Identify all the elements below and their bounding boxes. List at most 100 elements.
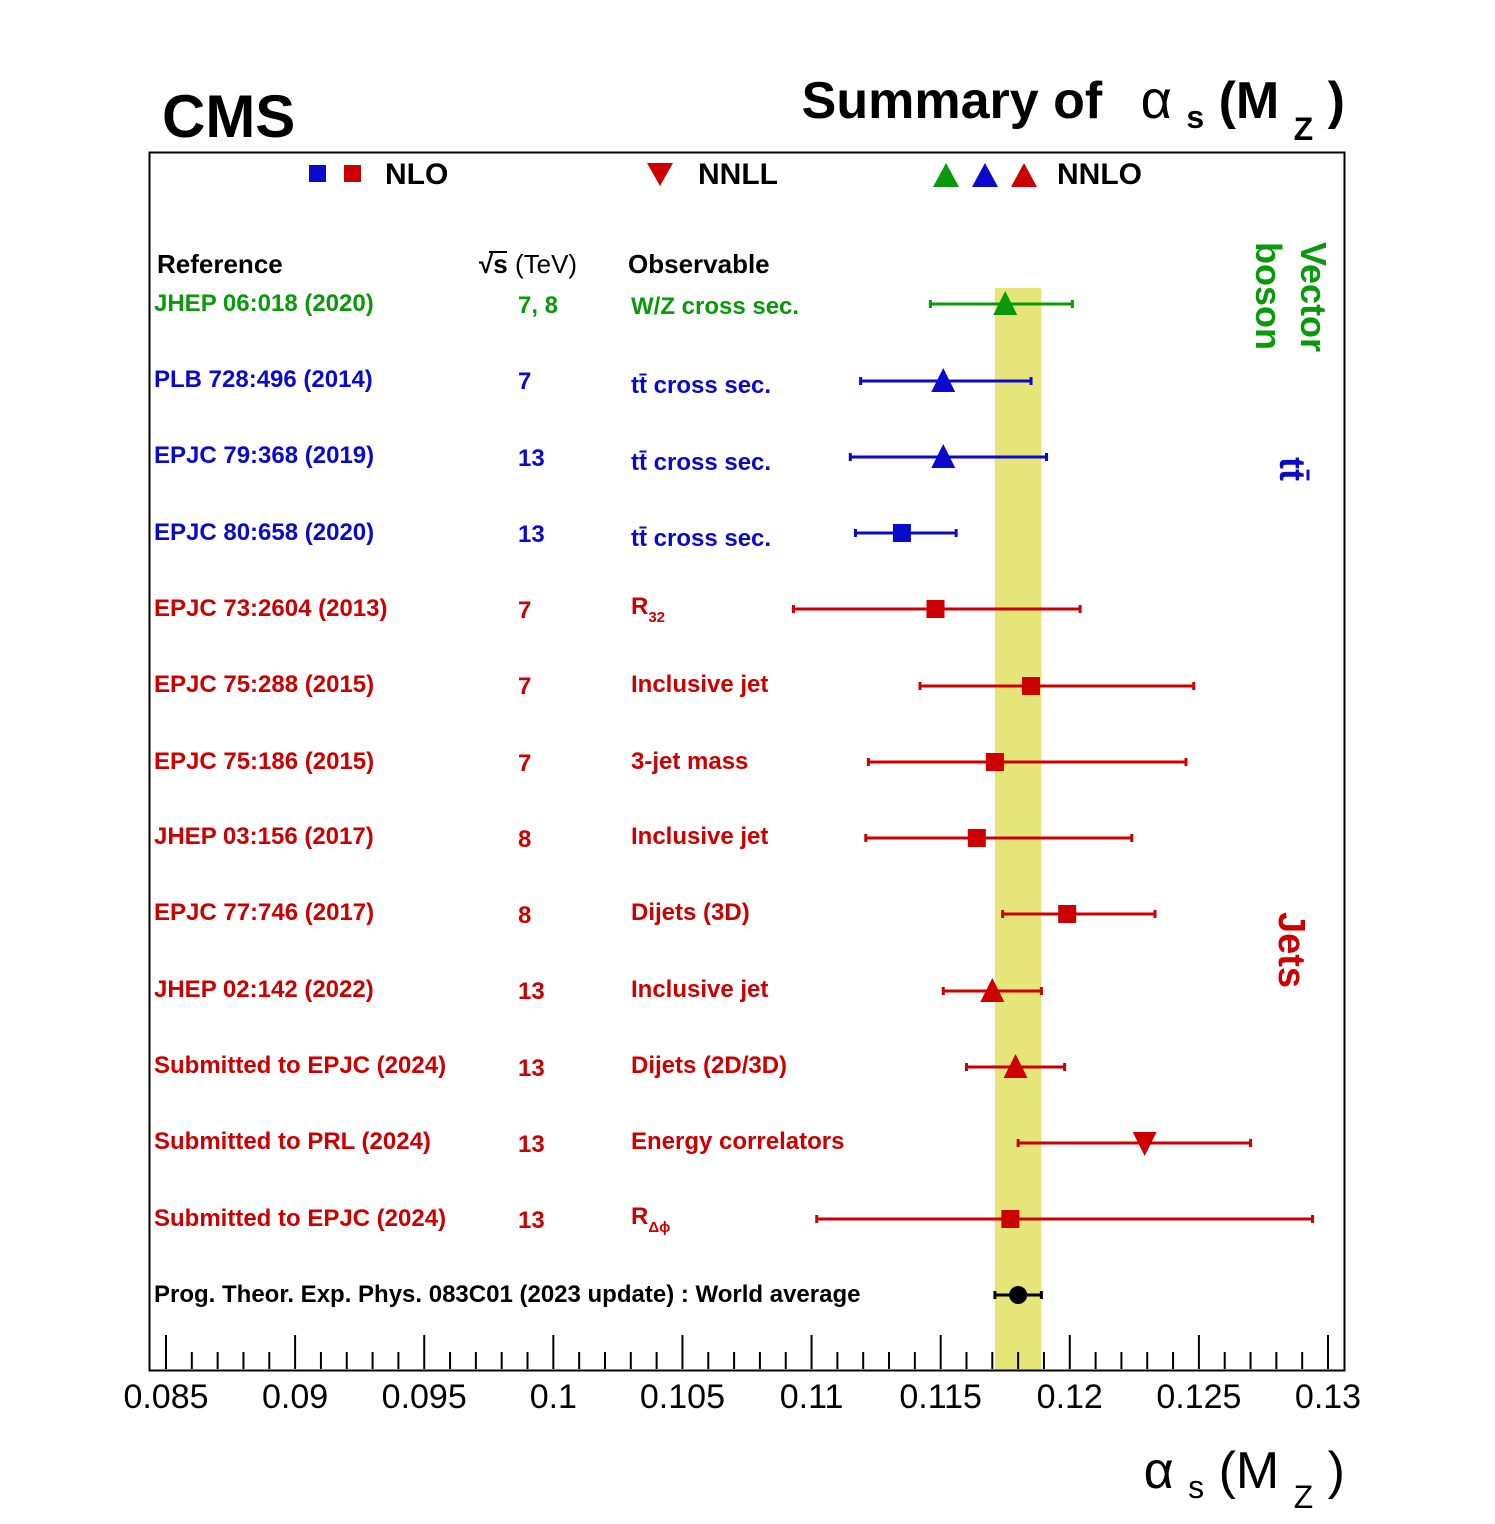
x-tick-label: 0.09 [262,1378,328,1416]
data-point-3 [853,524,958,542]
title-paren-open: (M [1219,72,1280,130]
xlabel-paren-close: ) [1328,1442,1345,1500]
row-observable: tt̄ cross sec. [631,525,771,552]
sqrt-symbol: √ [479,249,494,279]
square-marker [967,829,986,847]
data-point-11 [1016,1132,1253,1156]
data-point-0 [928,291,1074,315]
data-point-7 [864,829,1134,847]
legend: NLO NNLL NNLO [309,158,1142,191]
row-energy: 8 [518,826,531,853]
row-10: Submitted to EPJC (2024) 13 Dijets (2D/3… [154,1052,787,1082]
row-0: JHEP 06:018 (2020) 7, 8 W/Z cross sec. [154,290,799,320]
legend-nnlo-red-triangle-icon [1011,163,1037,187]
data-point-world-average [993,1286,1043,1304]
plot-frame [148,151,1346,1372]
legend-nnlo-green-triangle-icon [933,163,959,187]
row-12: Submitted to EPJC (2024) 13 RΔϕ [154,1203,670,1236]
row-observable: Dijets (2D/3D) [631,1052,787,1079]
row-reference: Submitted to EPJC (2024) [154,1052,446,1079]
row-7: JHEP 03:156 (2017) 8 Inclusive jet [154,823,768,853]
data-point-4 [791,600,1082,618]
data-point-12 [815,1210,1315,1228]
square-marker [1001,1210,1020,1228]
row-observable: W/Z cross sec. [631,293,799,320]
row-reference: PLB 728:496 (2014) [154,366,373,393]
observable-sub: Δϕ [648,1219,670,1236]
title-alpha: α [1141,70,1172,130]
row-energy: 13 [518,978,545,1005]
legend-nnlo-label: NNLO [1057,158,1142,191]
legend-nnlo-blue-triangle-icon [972,163,998,187]
row-2: EPJC 79:368 (2019) 13 tt̄ cross sec. [154,442,771,476]
row-energy: 7 [518,368,531,395]
x-tick-label: 0.115 [899,1378,982,1416]
row-observable: Inclusive jet [631,671,768,698]
circle-marker [1009,1286,1028,1304]
row-reference: Submitted to EPJC (2024) [154,1205,446,1232]
legend-nnll-triangle-down-icon [647,163,673,186]
row-reference: EPJC 77:746 (2017) [154,899,374,926]
row-observable: Inclusive jet [631,976,768,1003]
row-1: PLB 728:496 (2014) 7 tt̄ cross sec. [154,366,771,399]
row-energy: 7 [518,673,531,700]
x-tick-label: 0.085 [123,1378,208,1416]
data-point-2 [848,444,1049,468]
title-sub-s: s [1186,99,1204,135]
sqrt-s: s [493,249,507,279]
row-energy: 13 [518,1055,545,1082]
observable-sub: 32 [648,609,665,626]
row-8: EPJC 77:746 (2017) 8 Dijets (3D) [154,899,750,929]
energy-unit: (TeV) [508,249,577,279]
row-observable: tt̄ cross sec. [631,372,771,399]
triangle-up-marker [993,291,1018,315]
data-point-1 [859,368,1033,392]
x-axis-title: α s (M Z ) [1144,1442,1345,1520]
square-marker [1022,677,1041,695]
xlabel-paren-open: (M [1219,1442,1280,1500]
x-tick-label: 0.095 [382,1378,467,1416]
triangle-up-marker [980,978,1005,1002]
observable-main: R [631,1203,648,1230]
x-axis: 0.085 0.09 0.095 0.1 0.105 0.11 0.115 0.12 0.125… [123,1335,1361,1416]
x-tick-label: 0.11 [780,1378,844,1416]
row-11: Submitted to PRL (2024) 13 Energy correl… [154,1128,844,1158]
row-reference: EPJC 79:368 (2019) [154,442,374,469]
row-observable: Dijets (3D) [631,899,750,926]
row-reference: EPJC 75:288 (2015) [154,671,374,698]
legend-nlo-label: NLO [385,158,448,191]
group-label-vector: Vector [1293,242,1334,352]
row-energy: 13 [518,1207,545,1234]
row-energy: 7, 8 [518,292,558,319]
row-observable: Energy correlators [631,1128,844,1155]
row-reference: EPJC 75:186 (2015) [154,748,374,775]
xlabel-alpha: α [1144,1442,1174,1500]
row-observable: Inclusive jet [631,823,768,850]
square-marker [926,600,945,618]
x-tick-label: 0.105 [640,1378,725,1416]
row-reference: EPJC 73:2604 (2013) [154,595,387,622]
x-tick-label: 0.13 [1295,1378,1361,1416]
row-observable: RΔϕ [631,1203,670,1236]
row-energy: 13 [518,1131,545,1158]
experiment-label: CMS [162,83,295,150]
data-point-5 [918,677,1196,695]
square-marker [985,753,1004,771]
xlabel-sub-z: Z [1294,1479,1314,1515]
data-point-10 [964,1054,1067,1078]
row-reference: Submitted to PRL (2024) [154,1128,431,1155]
world-average-band [994,288,1042,1370]
triangle-down-marker [1132,1132,1157,1156]
triangle-up-marker [931,444,956,468]
data-marks [791,291,1315,1304]
title-sub-z: Z [1294,111,1314,147]
row-3: EPJC 80:658 (2020) 13 tt̄ cross sec. [154,519,771,552]
legend-nnll-label: NNLL [698,158,778,191]
observable-main: R [631,593,648,620]
xlabel-sub-s: s [1188,1469,1204,1505]
data-point-9 [941,978,1043,1002]
square-marker [1058,905,1077,923]
row-reference: EPJC 80:658 (2020) [154,519,374,546]
x-tick-label: 0.1 [530,1378,577,1416]
